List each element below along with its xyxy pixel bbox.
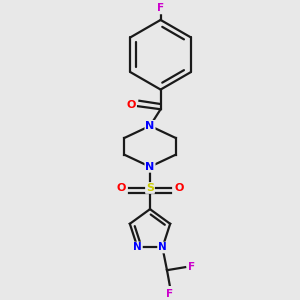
- Text: S: S: [146, 183, 154, 193]
- Text: F: F: [188, 262, 195, 272]
- Text: N: N: [146, 162, 154, 172]
- Text: O: O: [174, 183, 184, 193]
- Text: F: F: [157, 3, 164, 14]
- Text: N: N: [158, 242, 167, 253]
- Text: O: O: [127, 100, 136, 110]
- Text: N: N: [146, 121, 154, 131]
- Text: F: F: [167, 289, 174, 298]
- Text: N: N: [133, 242, 142, 253]
- Text: O: O: [116, 183, 126, 193]
